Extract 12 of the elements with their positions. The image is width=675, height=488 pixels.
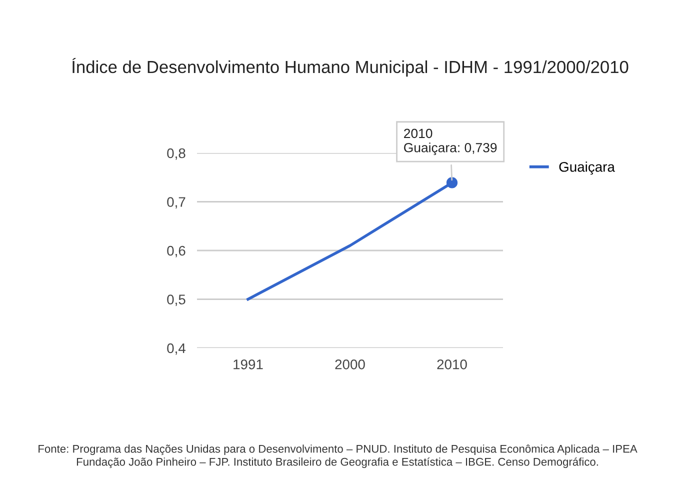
y-tick-label: 0,4 <box>167 343 186 355</box>
annotation: 2010 Guaiçara: 0,739 <box>404 128 497 155</box>
x-tick-label: 1991 <box>234 359 263 370</box>
legend-label: Guaiçara <box>559 162 615 175</box>
y-tick-label: 0,6 <box>167 246 186 258</box>
source-note: Fonte: Programa das Nações Unidas para o Desenvolvimento – PNUD. Instituto de Pesquisa Econômica Aplicada – IPEA Fundação João Pinheiro – FJP. Instituto Brasileiro de Geografia e Estatística – IBGE. Censo Demográfico. <box>38 444 638 468</box>
x-tick-label: 2000 <box>335 359 365 370</box>
x-tick-label: 2010 <box>437 359 467 370</box>
y-tick-label: 0,8 <box>167 148 186 160</box>
y-tick-label: 0,5 <box>167 294 186 306</box>
chart-title: Índice de Desenvolvimento Humano Municipal - IDHM - 1991/2000/2010 <box>72 58 628 77</box>
y-tick-label: 0,7 <box>167 197 186 209</box>
